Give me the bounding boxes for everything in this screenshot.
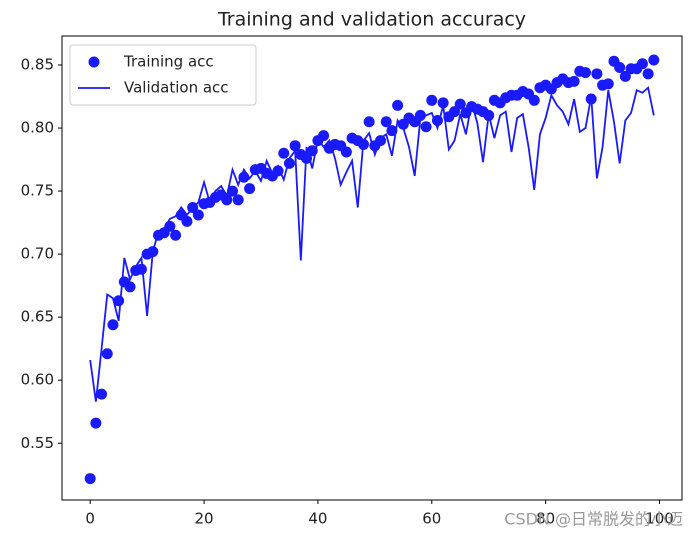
x-tick-label: 100 [645, 510, 674, 528]
point [636, 58, 648, 70]
legend-box [69, 44, 257, 106]
point [380, 116, 392, 128]
point [642, 68, 654, 80]
y-tick-label: 0.85 [21, 56, 54, 74]
point [232, 194, 244, 206]
y-tick-label: 0.55 [21, 434, 54, 452]
y-tick-label: 0.65 [21, 308, 54, 326]
point [363, 116, 375, 128]
point [124, 281, 136, 293]
y-tick-label: 0.70 [21, 245, 54, 263]
x-tick-label: 40 [308, 510, 327, 528]
y-tick-label: 0.75 [21, 182, 54, 200]
point [170, 229, 182, 241]
line [89, 85, 655, 402]
plot-frame [61, 35, 683, 501]
point [420, 121, 432, 133]
legend-marker [88, 56, 100, 68]
point [244, 183, 256, 195]
point [340, 146, 352, 158]
x-tick-label: 20 [195, 510, 214, 528]
point [90, 417, 102, 429]
y-tick-label: 0.80 [21, 119, 54, 137]
point [392, 99, 404, 111]
point [648, 54, 660, 66]
point [437, 97, 449, 109]
point [454, 98, 466, 110]
point [192, 209, 204, 221]
point [318, 130, 330, 142]
legend-label: Training acc [123, 53, 214, 71]
x-tick-label: 0 [85, 510, 95, 528]
y-tick-label: 0.60 [21, 371, 54, 389]
legend-label: Validation acc [124, 79, 229, 97]
point [449, 106, 461, 118]
point [101, 348, 113, 360]
chart-title: Training and validation accuracy [217, 9, 526, 31]
point [602, 78, 614, 90]
point [528, 94, 540, 106]
point [619, 70, 631, 82]
point [221, 194, 233, 206]
point [579, 67, 591, 79]
point [227, 185, 239, 197]
x-tick-label: 80 [536, 510, 555, 528]
point [414, 109, 426, 121]
point [614, 62, 626, 74]
point [278, 147, 290, 159]
x-tick-label: 60 [422, 510, 441, 528]
point [107, 319, 119, 331]
point [289, 140, 301, 152]
point [181, 215, 193, 227]
point [591, 68, 603, 80]
point [426, 94, 438, 106]
watermark: CSDN @日常脱发的小迈 [504, 510, 683, 529]
point [84, 473, 96, 485]
point [96, 388, 108, 400]
point [568, 75, 580, 87]
point [135, 263, 147, 275]
